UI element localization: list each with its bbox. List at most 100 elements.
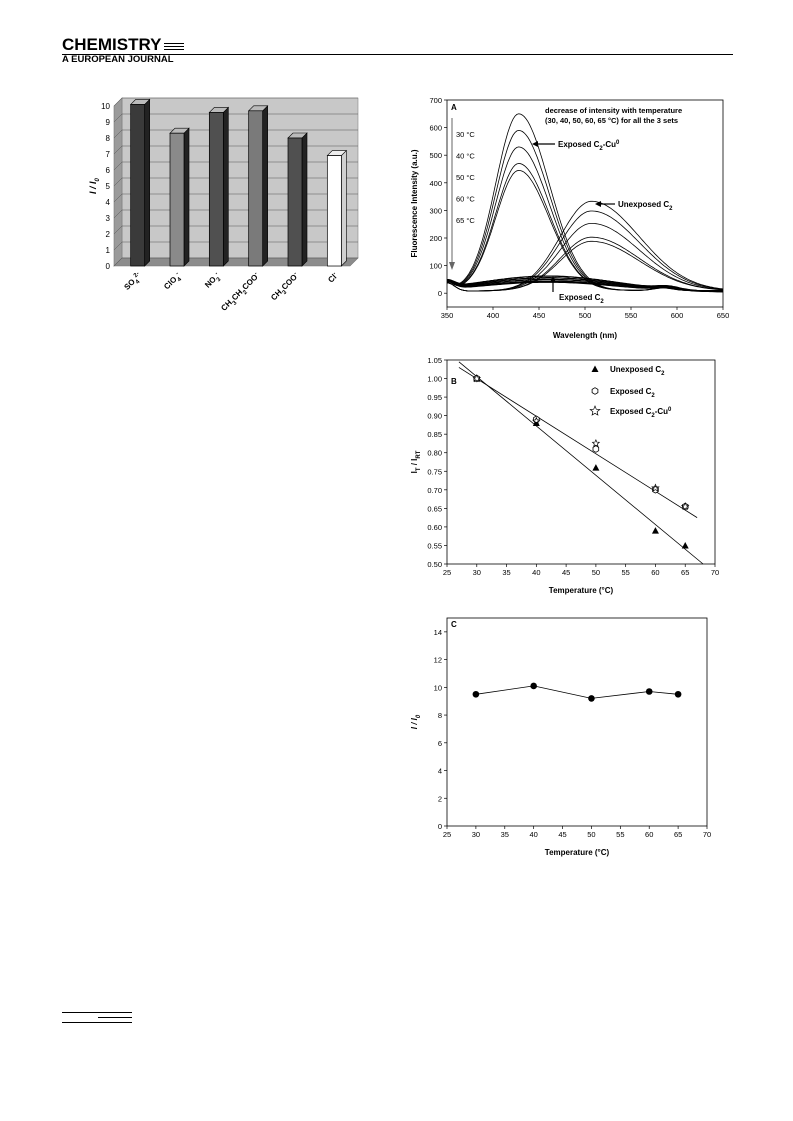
chart-panel-c: 25 30 35 40 45 50 55 60 65 70 0 2 4 6 8 10 12 14 C Temperat… [410,617,711,857]
x-tick-label: 60 [645,830,653,839]
x-tick-label: 35 [502,568,510,577]
grid-line [113,161,358,171]
y-axis-label: IT / IRT [410,450,422,473]
y-axis-label: Fluorescence Intensity (a.u.) [410,149,419,257]
header-deco-line [164,46,184,47]
y-tick-label: 0.75 [427,467,442,476]
y-tick-label: 0.85 [427,430,442,439]
grid-line [113,193,358,203]
marker-star [472,373,482,383]
grid-line [113,225,358,235]
panel-letter: A [451,103,457,112]
x-tick-label: 600 [671,311,684,320]
y-tick-label: 0 [106,262,111,271]
y-tick-label: 10 [434,683,442,692]
bar-side [341,149,347,267]
x-tick-label: 45 [558,830,566,839]
bar-side [144,98,150,267]
series-0 [473,375,689,549]
marker-star [589,405,601,416]
footnote-rule [98,1017,132,1018]
marker-star [680,501,690,511]
bar-front [248,110,264,267]
series-label-exposed: Exposed C2 [559,293,604,305]
y-tick-label: 14 [434,628,442,637]
journal-header: CHEMISTRY A EUROPEAN JOURNAL [62,35,174,66]
label-arrow-head [532,141,538,147]
grid-line [113,177,358,187]
y-tick-label: 12 [434,656,442,665]
bar-0 [129,98,151,267]
y-tick-label: 500 [429,151,442,160]
y-tick-label: 200 [429,234,442,243]
grid-line [113,97,358,107]
data-point [588,695,595,702]
temperature-label: 30 °C [456,130,475,139]
temperature-label: 40 °C [456,152,475,161]
x-tick-label: 25 [443,830,451,839]
x-tick-label: 65 [674,830,682,839]
bar-chart-3d: 0 1 2 3 4 5 6 7 8 9 10 I / I0 SO42- ClO4- NO3-CH3CH2CO… [88,97,359,315]
x-tick-label: 400 [487,311,500,320]
marker-triangle [591,365,599,372]
series-label-unexposed: Unexposed C2 [618,200,673,212]
y-axis-label: I / I0 [88,177,101,194]
bar-4 [287,132,308,267]
x-category-label: CH3COO- [269,271,302,304]
bar-3 [247,105,269,267]
bar-front [326,155,342,267]
legend-entry-2: Exposed C2-Cu0 [589,405,672,419]
y-tick-label: 0.50 [427,560,442,569]
x-category-label: Cl- [326,271,339,284]
spectra-group [447,113,723,293]
plot-frame [446,617,708,827]
temperature-arrow-head [449,262,455,270]
x-axis-label: Temperature (°C) [545,848,610,857]
header-rule [62,54,733,55]
grid-line [113,257,358,267]
y-tick-label: 1.00 [427,375,442,384]
y-tick-label: 2 [438,794,442,803]
marker-hexagon [592,445,600,453]
x-tick-label: 55 [621,568,629,577]
legend-label: Exposed C2-Cu0 [610,407,672,419]
y-tick-label: 0.95 [427,393,442,402]
marker-triangle [681,541,689,549]
x-tick-label: 650 [717,311,730,320]
journal-title: CHEMISTRY [62,35,162,54]
footnote-rule [62,1022,132,1023]
y-tick-label: 1 [106,246,111,255]
header-deco-line [164,43,184,44]
legend-label: Unexposed C2 [610,365,665,377]
y-tick-label: 5 [106,182,111,191]
data-point [645,688,653,695]
x-category-label: SO42- [122,271,145,294]
bar-2 [208,106,230,267]
data-point [674,690,682,698]
chart-panel-a: 350 400 450 500 550 600 650 0 100 200 300 400 500 600… [410,96,730,340]
marker-hexagon [681,502,689,511]
temperature-label: 50 °C [456,173,475,182]
x-tick-label: 60 [651,568,659,577]
x-category-label: NO3- [203,271,224,292]
bar-front [287,137,303,267]
x-tick-label: 30 [472,830,480,839]
grid-line [113,113,358,123]
x-tick-label: 40 [529,830,537,839]
x-tick-label: 50 [592,568,600,577]
x-tick-label: 40 [532,568,540,577]
plot-floor [113,257,359,267]
x-category-label: CH3CH2COO- [219,271,263,315]
grid-line [113,145,358,155]
data-point [472,690,480,698]
y-tick-label: 0.55 [427,541,442,550]
y-tick-label: 100 [429,262,442,271]
spectrum-0-1 [447,129,723,291]
annotation-text: decrease of intensity with temperature [545,106,682,115]
x-tick-label: 65 [681,568,689,577]
panel-letter: C [451,620,457,629]
x-tick-label: 70 [711,568,719,577]
x-tick-label: 30 [473,568,481,577]
data-point [530,682,537,690]
fit-line-1 [458,367,698,518]
